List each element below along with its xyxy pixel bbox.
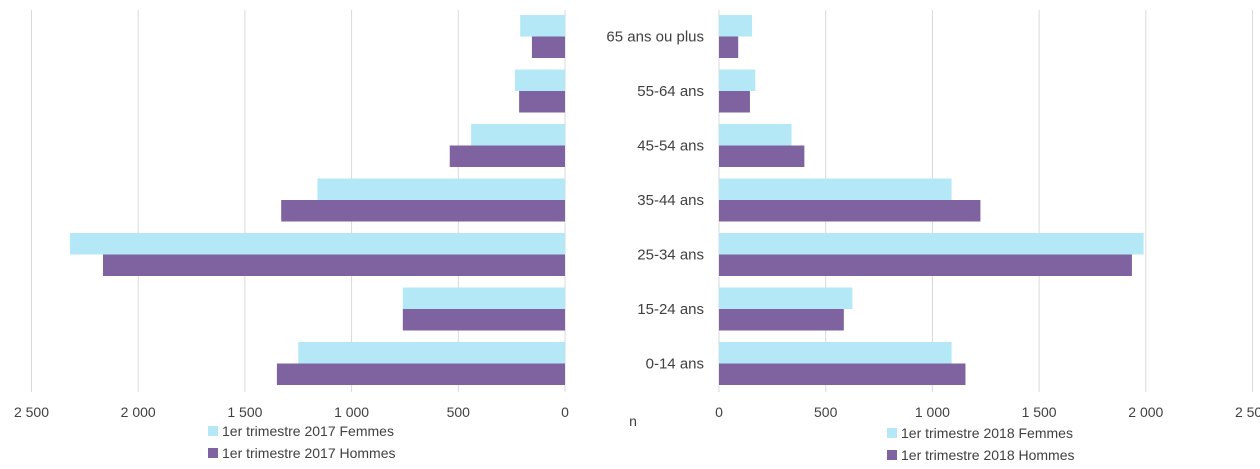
tick-label-left-5: 2 500 bbox=[14, 404, 49, 420]
bar-right-s1-c4 bbox=[719, 254, 1132, 276]
category-label-1: 55-64 ans bbox=[637, 83, 704, 100]
bar-left-s1-c1 bbox=[519, 91, 565, 113]
bar-left-s0-c0 bbox=[520, 15, 565, 37]
bar-left-s1-c5 bbox=[402, 309, 565, 331]
tick-label-left-2: 1 000 bbox=[334, 404, 369, 420]
legend-label-right-0: 1er trimestre 2018 Femmes bbox=[901, 425, 1073, 441]
bar-left-s1-c3 bbox=[281, 200, 565, 222]
bar-right-s0-c5 bbox=[719, 287, 853, 309]
bar-left-s0-c2 bbox=[471, 124, 565, 146]
bar-right-s0-c3 bbox=[719, 178, 952, 200]
legend-label-right-1: 1er trimestre 2018 Hommes bbox=[901, 447, 1075, 463]
category-label-4: 25-34 ans bbox=[637, 247, 704, 264]
tick-label-right-0: 0 bbox=[715, 404, 723, 420]
tick-label-left-4: 2 000 bbox=[121, 404, 156, 420]
bar-right-s1-c1 bbox=[719, 91, 750, 113]
legend-swatch-left-1 bbox=[208, 448, 218, 458]
bar-left-s1-c6 bbox=[276, 363, 565, 385]
bar-left-s0-c5 bbox=[402, 287, 565, 309]
legend-swatch-right-1 bbox=[887, 450, 897, 460]
bar-right-s1-c3 bbox=[719, 200, 981, 222]
bar-left-s1-c0 bbox=[531, 36, 565, 58]
bar-right-s1-c0 bbox=[719, 36, 739, 58]
tick-label-right-5: 2 500 bbox=[1235, 404, 1260, 420]
bar-right-s1-c5 bbox=[719, 309, 844, 331]
bar-right-s1-c6 bbox=[719, 363, 966, 385]
category-label-2: 45-54 ans bbox=[637, 138, 704, 155]
bar-right-s0-c1 bbox=[719, 69, 756, 91]
legends: 1er trimestre 2017 Femmes 1er trimestre 2… bbox=[208, 423, 1075, 463]
tick-label-left-1: 500 bbox=[447, 404, 471, 420]
bar-left-s0-c3 bbox=[317, 178, 565, 200]
legend-label-left-1: 1er trimestre 2017 Hommes bbox=[222, 445, 396, 461]
bar-right-s0-c6 bbox=[719, 342, 952, 364]
bar-left-s1-c4 bbox=[102, 254, 565, 276]
bar-left-s1-c2 bbox=[449, 145, 565, 167]
labels: 0 500 1 000 1 500 2 000 2 500 0 500 1 000 1 500 2 … bbox=[14, 29, 1260, 430]
center-unit-label: n bbox=[629, 413, 637, 429]
bar-right-s1-c2 bbox=[719, 145, 805, 167]
bar-left-s0-c4 bbox=[69, 233, 566, 255]
tick-label-right-4: 2 000 bbox=[1128, 404, 1163, 420]
category-label-6: 0-14 ans bbox=[646, 356, 704, 373]
bars bbox=[69, 15, 1144, 385]
bar-left-s0-c6 bbox=[298, 342, 565, 364]
bar-right-s0-c4 bbox=[719, 233, 1144, 255]
bar-right-s0-c2 bbox=[719, 124, 792, 146]
legend-swatch-left-0 bbox=[208, 426, 218, 436]
category-label-0: 65 ans ou plus bbox=[606, 29, 704, 46]
category-label-3: 35-44 ans bbox=[637, 192, 704, 209]
tick-label-right-2: 1 000 bbox=[915, 404, 950, 420]
tick-label-left-3: 1 500 bbox=[227, 404, 262, 420]
tick-label-left-0: 0 bbox=[561, 404, 569, 420]
legend-label-left-0: 1er trimestre 2017 Femmes bbox=[222, 423, 394, 439]
tick-label-right-3: 1 500 bbox=[1022, 404, 1057, 420]
legend-swatch-right-0 bbox=[887, 428, 897, 438]
bar-left-s0-c1 bbox=[514, 69, 565, 91]
bar-right-s0-c0 bbox=[719, 15, 753, 37]
category-label-5: 15-24 ans bbox=[637, 301, 704, 318]
tick-label-right-1: 500 bbox=[814, 404, 838, 420]
